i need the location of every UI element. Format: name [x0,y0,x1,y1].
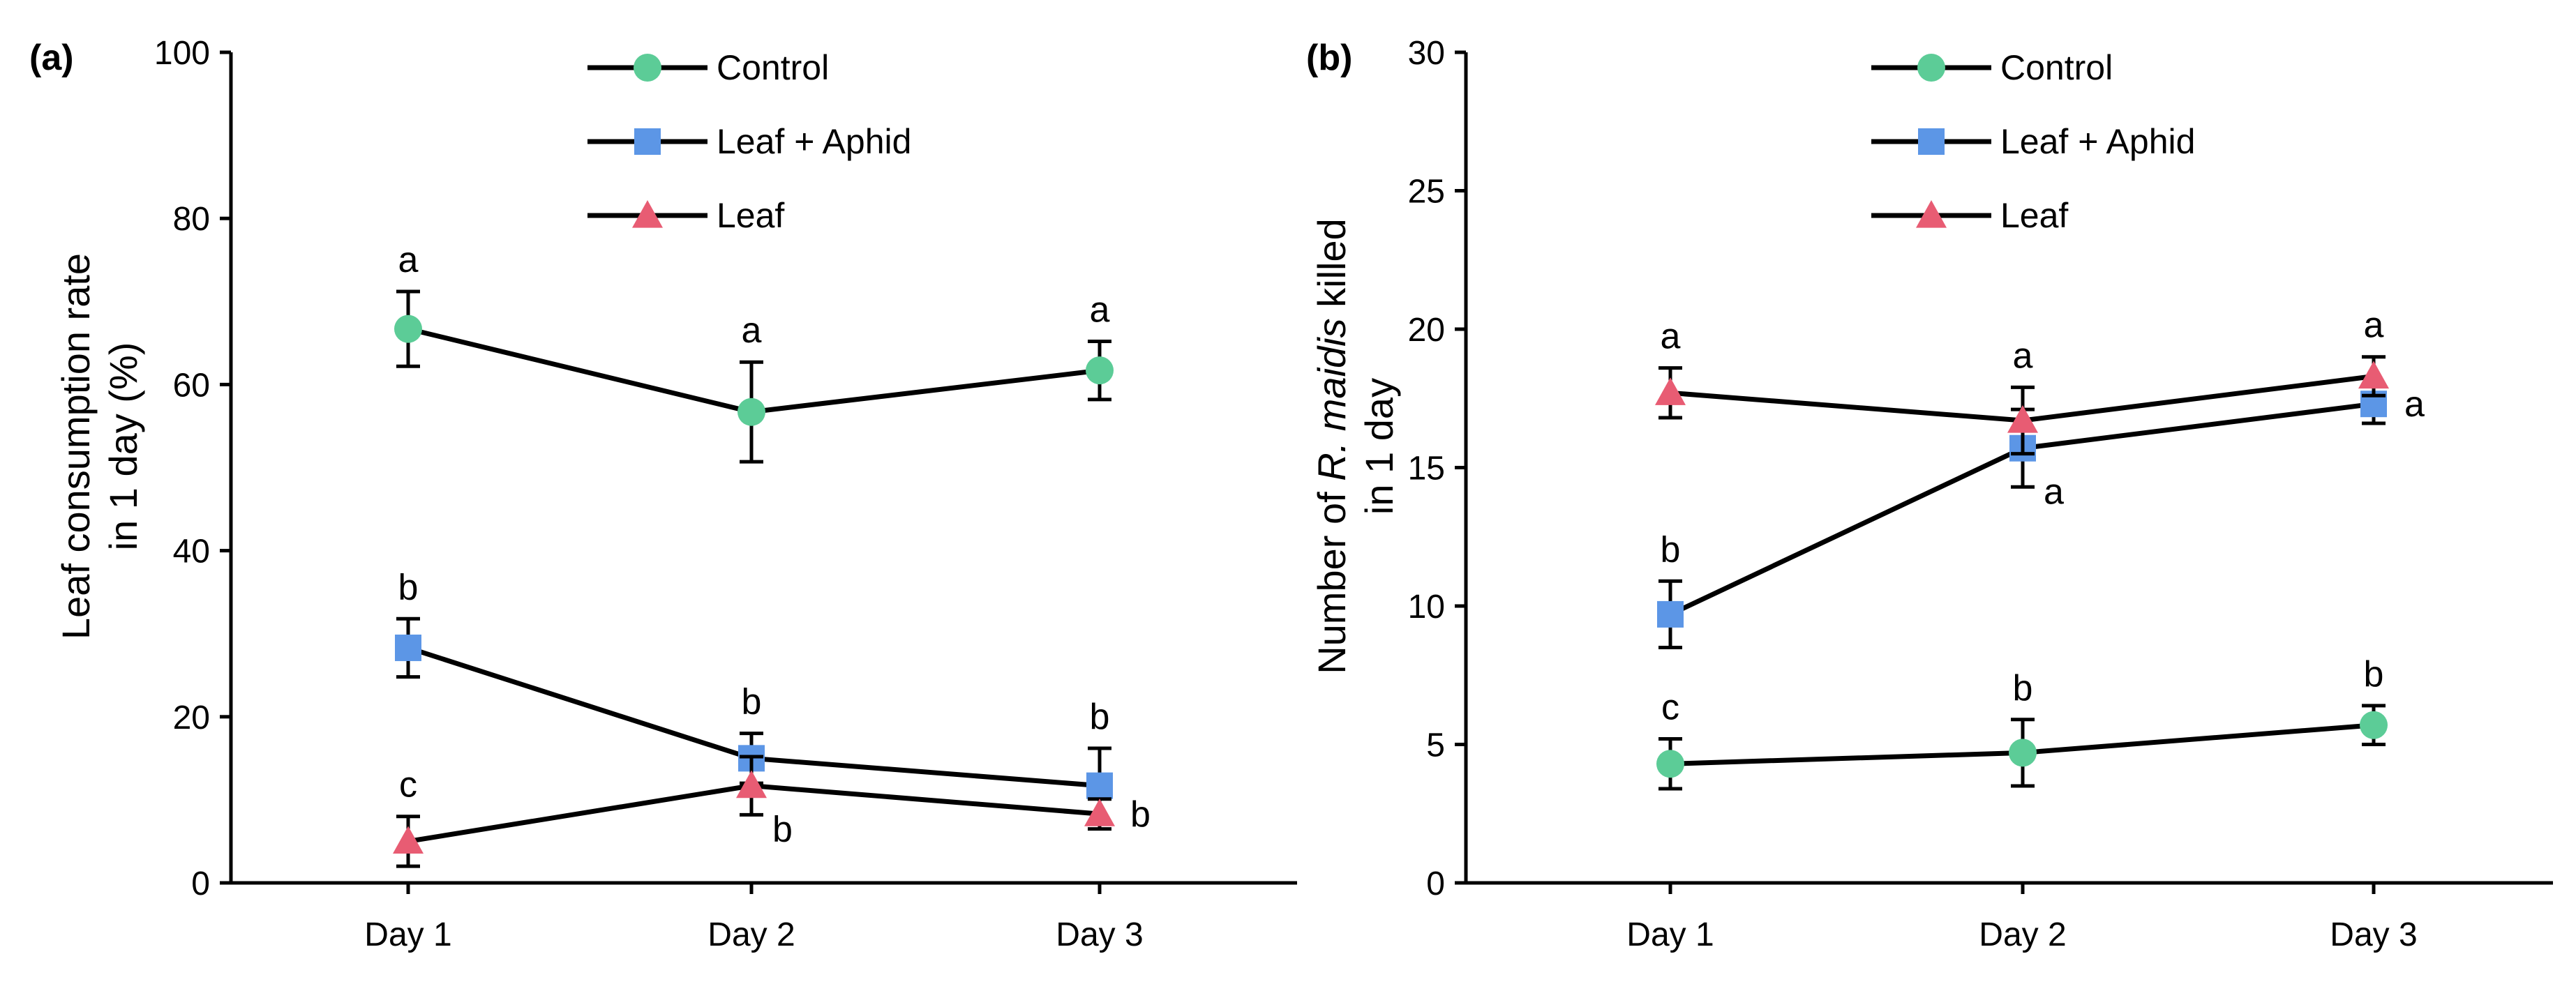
square-marker [395,634,421,661]
legend-label: Leaf + Aphid [2000,122,2195,161]
y-tick-label: 20 [1408,312,1445,349]
x-tick-label: Day 2 [1979,916,2066,953]
y-axis-title-b-pre: Number of [1310,481,1354,674]
circle-marker [737,398,765,426]
significance-letter: b [2364,654,2384,695]
square-marker [634,128,661,155]
legend-label: Control [2000,48,2113,87]
y-tick-label: 0 [1426,865,1445,902]
square-marker [1657,600,1684,628]
legend-a: Control Leaf + Aphid Leaf [587,48,911,235]
triangle-marker [736,770,767,798]
y-axis-title-b-post: killed [1310,218,1354,318]
significance-letter: a [742,310,762,351]
legend-label: Leaf [2000,196,2068,235]
y-tick-label: 5 [1426,727,1445,764]
significance-letter: b [1130,794,1151,835]
y-axis-title-a-line1: Leaf consumption rate [54,253,98,639]
significance-letter: b [742,682,762,722]
y-tick-label: 0 [191,865,210,902]
circle-marker [2360,711,2388,739]
series-a: a a a b b b c b b [393,240,1151,868]
triangle-marker [1655,377,1686,405]
x-ticks-b: Day 1 Day 2 Day 3 [1626,883,2418,953]
significance-letter: a [1661,317,1681,357]
significance-letter: a [2364,305,2384,346]
triangle-marker [632,200,663,228]
y-tick-label: 100 [154,35,210,72]
y-ticks-a: 0 20 40 60 80 100 [154,35,231,902]
x-tick-label: Day 3 [1056,916,1143,953]
legend-label: Control [717,48,829,87]
y-tick-label: 15 [1408,451,1445,487]
y-ticks-b: 0 5 10 15 20 25 30 [1408,35,1466,902]
significance-letter: c [1661,688,1679,728]
y-tick-label: 25 [1408,174,1445,211]
significance-letter: b [1090,697,1110,737]
panel-b: (b) Number of R. maidis killed in 1 day … [1306,35,2553,953]
panel-a: (a) Leaf consumption rate in 1 day (%) 0… [29,35,1297,953]
y-axis-title-a-line2: in 1 day (%) [101,342,145,551]
significance-letter: a [1090,289,1110,330]
significance-letter: b [2013,668,2033,709]
significance-letter: c [399,765,417,805]
significance-letter: a [2044,472,2064,513]
series-leaf: a aa [1655,305,2389,456]
series-leaf: c b b [393,755,1151,868]
significance-letter: a [398,240,419,280]
y-axis-title-b-line1: Number of R. maidis killed [1310,218,1354,674]
significance-letter: a [2404,384,2425,425]
triangle-marker [1084,798,1115,826]
triangle-marker [393,826,424,854]
y-tick-label: 30 [1408,35,1445,72]
circle-marker [1917,54,1945,82]
triangle-marker [1916,200,1947,228]
x-tick-label: Day 2 [707,916,795,953]
circle-marker [1086,356,1114,385]
square-marker [1086,772,1113,799]
x-ticks-a: Day 1 Day 2 Day 3 [364,883,1144,953]
legend-label: Leaf [717,196,784,235]
panel-label-a: (a) [29,38,74,78]
y-tick-label: 80 [173,201,210,238]
panel-label-b: (b) [1306,38,1352,78]
circle-marker [394,315,422,343]
legend-b: Control Leaf + Aphid Leaf [1871,48,2195,235]
y-tick-label: 20 [173,699,210,736]
series-control: a a a [394,240,1114,464]
legend-label: Leaf + Aphid [717,122,911,161]
triangle-marker [2007,405,2038,433]
significance-letter: b [1661,529,1681,570]
x-tick-label: Day 1 [1626,916,1714,953]
significance-letter: a [2013,335,2033,376]
y-tick-label: 10 [1408,589,1445,626]
y-tick-label: 40 [173,533,210,570]
circle-marker [634,54,661,82]
y-axis-title-b-italic: R. maidis [1310,318,1354,480]
y-tick-label: 60 [173,367,210,404]
significance-letter: b [398,567,419,607]
y-axis-title-b-line2: in 1 day [1357,378,1401,515]
series-leaf-aphid: b a a [1657,382,2425,650]
triangle-marker [2358,361,2389,389]
circle-marker [1656,750,1684,778]
significance-letter: b [772,810,793,850]
circle-marker [2009,739,2037,767]
square-marker [1918,128,1945,155]
x-tick-label: Day 3 [2330,916,2417,953]
x-tick-label: Day 1 [364,916,451,953]
